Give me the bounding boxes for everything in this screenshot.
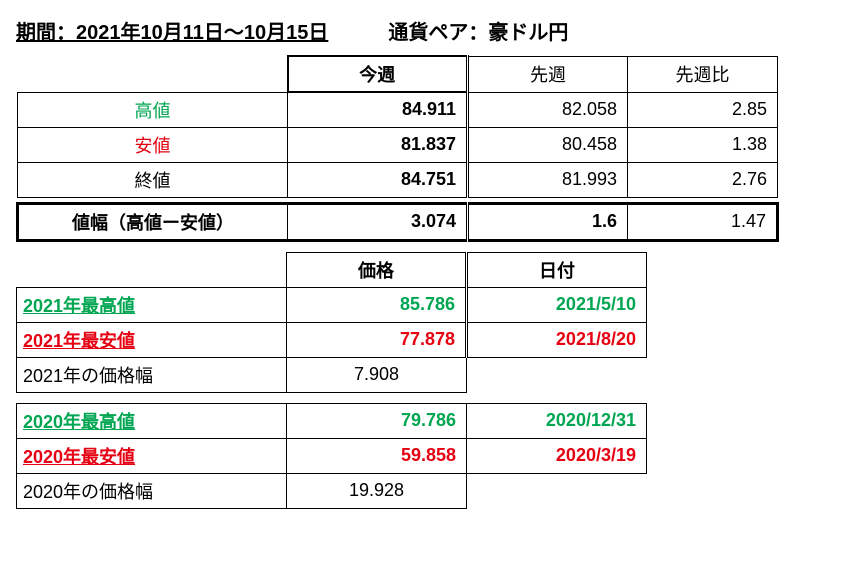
period-label: 期間：2021年10月11日～10月15日 xyxy=(16,16,328,45)
empty-cell xyxy=(467,357,647,392)
main-table: 今週 先週 先週比 高値 84.911 82.058 2.85 安値 81.83… xyxy=(16,55,779,242)
empty-corner xyxy=(17,252,287,287)
empty-corner xyxy=(18,56,288,92)
range-diff: 1.47 xyxy=(628,203,778,240)
row-2020-high: 2020年最高値 79.786 2020/12/31 xyxy=(17,403,647,438)
row-2020-low: 2020年最安値 59.858 2020/3/19 xyxy=(17,438,647,473)
label-high: 高値 xyxy=(18,92,288,127)
col-date: 日付 xyxy=(467,252,647,287)
price-2020-low: 59.858 xyxy=(287,438,467,473)
label-2020-high: 2020年最高値 xyxy=(17,403,287,438)
date-2021-high: 2021/5/10 xyxy=(467,287,647,322)
row-high: 高値 84.911 82.058 2.85 xyxy=(18,92,778,127)
label-range: 値幅（高値ー安値） xyxy=(18,203,288,240)
col-this-week: 今週 xyxy=(288,56,468,92)
empty-cell xyxy=(467,473,647,508)
low-this-week: 81.837 xyxy=(288,127,468,162)
label-close: 終値 xyxy=(18,162,288,197)
range-last-week: 1.6 xyxy=(468,203,628,240)
col-price: 価格 xyxy=(287,252,467,287)
date-2020-high: 2020/12/31 xyxy=(467,403,647,438)
label-low: 安値 xyxy=(18,127,288,162)
row-low: 安値 81.837 80.458 1.38 xyxy=(18,127,778,162)
row-2020-range: 2020年の価格幅 19.928 xyxy=(17,473,647,508)
close-last-week: 81.993 xyxy=(468,162,628,197)
price-2021-low: 77.878 xyxy=(287,322,467,357)
col-last-week: 先週 xyxy=(468,56,628,92)
table-header-row: 今週 先週 先週比 xyxy=(18,56,778,92)
row-range: 値幅（高値ー安値） 3.074 1.6 1.47 xyxy=(18,203,778,240)
high-diff: 2.85 xyxy=(628,92,778,127)
range-this-week: 3.074 xyxy=(288,203,468,240)
pair-label: 通貨ペア：豪ドル円 xyxy=(388,16,568,45)
label-2021-low: 2021年最安値 xyxy=(17,322,287,357)
label-2021-high: 2021年最高値 xyxy=(17,287,287,322)
year-table-2021: 価格 日付 2021年最高値 85.786 2021/5/10 2021年最安値… xyxy=(16,252,647,393)
year-table-2020: 2020年最高値 79.786 2020/12/31 2020年最安値 59.8… xyxy=(16,403,647,509)
row-2021-high: 2021年最高値 85.786 2021/5/10 xyxy=(17,287,647,322)
close-diff: 2.76 xyxy=(628,162,778,197)
row-2021-low: 2021年最安値 77.878 2021/8/20 xyxy=(17,322,647,357)
header: 期間：2021年10月11日～10月15日 通貨ペア：豪ドル円 xyxy=(16,16,845,45)
date-2020-low: 2020/3/19 xyxy=(467,438,647,473)
price-2021-high: 85.786 xyxy=(287,287,467,322)
col-diff: 先週比 xyxy=(628,56,778,92)
label-2020-range: 2020年の価格幅 xyxy=(17,473,287,508)
high-last-week: 82.058 xyxy=(468,92,628,127)
low-diff: 1.38 xyxy=(628,127,778,162)
price-2020-range: 19.928 xyxy=(287,473,467,508)
low-last-week: 80.458 xyxy=(468,127,628,162)
row-2021-range: 2021年の価格幅 7.908 xyxy=(17,357,647,392)
price-2021-range: 7.908 xyxy=(287,357,467,392)
date-2021-low: 2021/8/20 xyxy=(467,322,647,357)
close-this-week: 84.751 xyxy=(288,162,468,197)
year-table-header: 価格 日付 xyxy=(17,252,647,287)
label-2020-low: 2020年最安値 xyxy=(17,438,287,473)
price-2020-high: 79.786 xyxy=(287,403,467,438)
label-2021-range: 2021年の価格幅 xyxy=(17,357,287,392)
row-close: 終値 84.751 81.993 2.76 xyxy=(18,162,778,197)
high-this-week: 84.911 xyxy=(288,92,468,127)
